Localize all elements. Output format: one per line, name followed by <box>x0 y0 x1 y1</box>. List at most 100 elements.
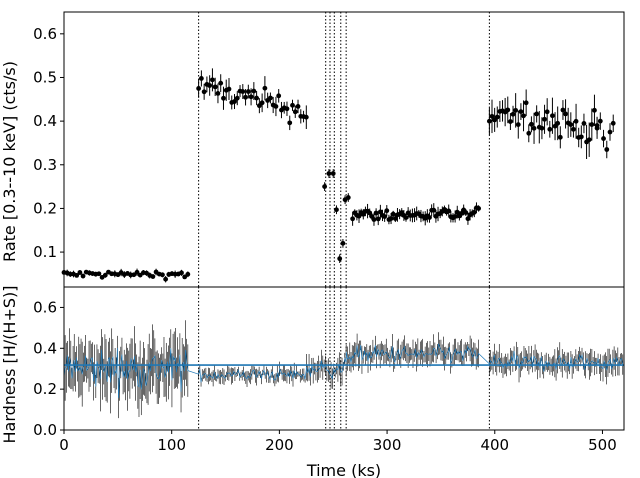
rate-point <box>262 76 268 101</box>
rate-points <box>61 68 616 283</box>
rate-point <box>96 271 102 277</box>
x-tick-label: 0 <box>59 436 69 454</box>
rate-y-tick-label: 0.3 <box>33 156 57 174</box>
rate-point <box>150 274 156 279</box>
rate-point <box>518 103 524 120</box>
rate-point <box>243 89 248 106</box>
rate-point <box>196 79 202 98</box>
rate-point <box>390 210 396 218</box>
rate-point <box>198 70 204 87</box>
rate-point <box>607 123 613 141</box>
rate-point <box>531 112 537 144</box>
rate-point <box>74 272 80 278</box>
rate-point <box>80 273 86 279</box>
rate-point <box>534 105 540 123</box>
rate-point <box>384 205 390 217</box>
rate-point <box>218 74 224 93</box>
rate-point <box>382 211 388 222</box>
rate-point <box>523 89 529 117</box>
rate-point <box>232 94 237 110</box>
rate-point <box>292 105 298 118</box>
rate-point <box>185 271 191 278</box>
rate-point <box>610 114 616 133</box>
rate-y-tick-label: 0.2 <box>33 199 57 217</box>
rate-point <box>563 99 568 129</box>
rate-point <box>486 107 492 135</box>
rate-y-ticks: 0.1 0.2 0.3 0.4 0.5 0.6 <box>33 25 64 261</box>
rate-point <box>560 100 566 120</box>
rate-point <box>182 274 188 280</box>
x-tick-label: 400 <box>480 436 509 454</box>
top-marker-lines <box>198 12 490 287</box>
rate-point <box>568 112 574 137</box>
rate-point <box>557 126 563 149</box>
rate-point <box>578 125 584 149</box>
rate-point <box>201 83 207 100</box>
x-axis-label: Time (ks) <box>306 461 381 478</box>
rate-point <box>248 88 254 106</box>
hardness-axes-frame <box>63 286 625 431</box>
rate-point <box>547 120 553 138</box>
rate-point <box>471 207 477 218</box>
rate-point <box>303 105 309 129</box>
rate-point <box>234 91 240 106</box>
rate-point <box>513 93 519 128</box>
rate-point <box>179 269 184 276</box>
rate-point <box>601 129 606 148</box>
rate-point <box>494 106 500 128</box>
rate-point <box>276 89 282 103</box>
rate-point <box>284 101 290 116</box>
rate-point <box>604 140 610 159</box>
rate-point <box>431 203 437 218</box>
rate-point <box>251 82 257 100</box>
rate-point <box>571 121 576 138</box>
x-tick-label: 300 <box>373 436 402 454</box>
rate-point <box>102 272 108 278</box>
rate-y-axis-label: Rate [0.3--10 keV] (cts/s) <box>0 61 19 262</box>
x-ticks: 0 100 200 300 400 500 <box>59 430 617 454</box>
rate-point <box>521 100 526 132</box>
hardness-y-tick-label: 0.0 <box>33 421 57 439</box>
rate-point <box>589 108 595 141</box>
rate-point <box>259 93 265 113</box>
rate-point <box>273 96 279 117</box>
rate-y-tick-label: 0.5 <box>33 68 57 86</box>
hardness-panel: 0.0 0.2 0.4 0.6 0 100 200 300 400 500 Hardness [… <box>0 285 625 478</box>
hardness-y-axis-label: Hardness [H/(H+S)] <box>0 285 19 443</box>
rate-y-tick-label: 0.6 <box>33 25 57 43</box>
rate-y-tick-label: 0.1 <box>33 243 57 261</box>
rate-point <box>322 182 328 191</box>
rate-point <box>210 68 215 92</box>
rate-point <box>326 169 332 178</box>
rate-point <box>573 103 579 139</box>
x-tick-label: 100 <box>157 436 186 454</box>
rate-point <box>446 204 452 218</box>
rate-point <box>221 86 226 110</box>
rate-point <box>544 98 550 126</box>
rate-point <box>226 78 232 101</box>
rate-point <box>539 117 545 140</box>
rate-point <box>515 110 521 139</box>
rate-point <box>476 205 482 212</box>
rate-point <box>77 270 83 275</box>
rate-point <box>207 75 213 96</box>
rate-point <box>290 99 295 111</box>
rate-point <box>392 215 398 223</box>
rate-point <box>542 104 547 134</box>
rate-panel: 0.1 0.2 0.3 0.4 0.5 0.6 Rate [0.3--10 keV] (c… <box>0 11 625 288</box>
rate-point <box>371 213 377 226</box>
rate-point <box>403 213 409 222</box>
rate-point <box>212 77 218 97</box>
rate-point <box>597 112 603 130</box>
rate-point <box>592 94 597 126</box>
rate-point <box>340 238 346 248</box>
rate-point <box>337 254 343 263</box>
rate-point <box>134 268 140 276</box>
rate-point <box>510 105 516 123</box>
rate-point <box>215 83 221 104</box>
rate-point <box>427 212 432 223</box>
rate-point <box>555 106 561 141</box>
rate-point <box>529 116 534 133</box>
rate-point <box>350 211 356 226</box>
